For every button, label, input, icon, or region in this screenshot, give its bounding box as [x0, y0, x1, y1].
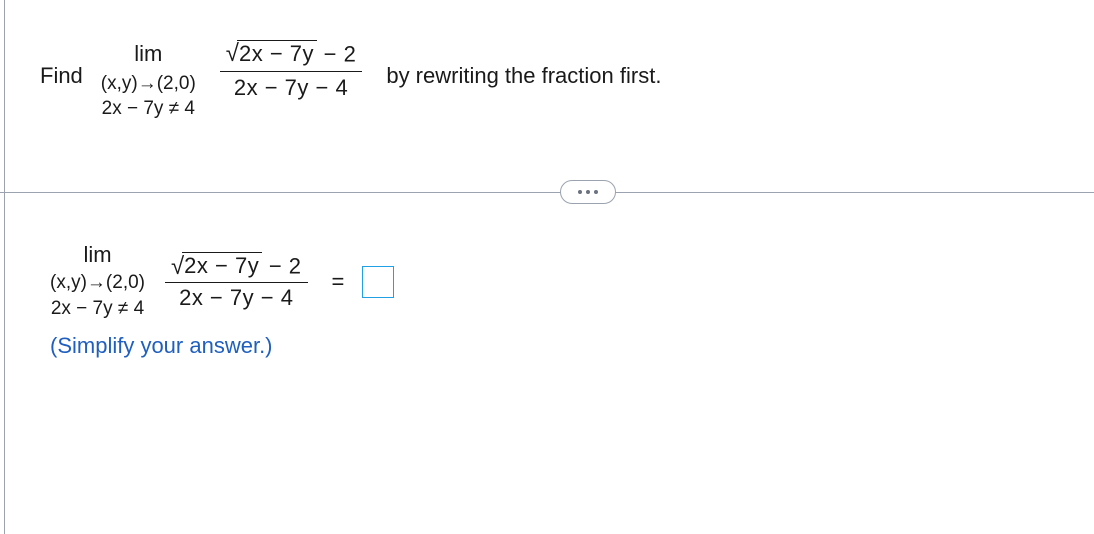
trail-text: by rewriting the fraction first. — [386, 40, 661, 91]
equals-sign: = — [332, 269, 345, 295]
numerator-2: √ 2x − 7y − 2 — [165, 252, 308, 282]
limit-block-answer: lim (x,y)→(2,0) 2x − 7y ≠ 4 — [50, 242, 145, 321]
problem-page: Find lim (x,y)→(2,0) 2x − 7y ≠ 4 √ 2x − … — [0, 0, 1094, 534]
lead-text: Find — [40, 40, 83, 91]
dot-icon — [578, 190, 582, 194]
limit-operator-2: lim — [83, 242, 111, 270]
fraction-answer: √ 2x − 7y − 2 2x − 7y − 4 — [165, 252, 308, 310]
divider-line — [0, 192, 1094, 193]
hint-text: (Simplify your answer.) — [50, 333, 1054, 359]
sqrt: √ 2x − 7y — [226, 40, 317, 66]
fraction: √ 2x − 7y − 2 2x − 7y − 4 — [220, 40, 363, 102]
dot-icon — [586, 190, 590, 194]
limit-approach: (x,y)→(2,0) — [101, 71, 196, 97]
denominator: 2x − 7y − 4 — [228, 72, 354, 103]
limit-approach-2: (x,y)→(2,0) — [50, 270, 145, 296]
limit-condition: 2x − 7y ≠ 4 — [102, 96, 195, 122]
numerator: √ 2x − 7y − 2 — [220, 40, 363, 72]
dot-icon — [594, 190, 598, 194]
left-border — [4, 0, 5, 534]
answer-row: lim (x,y)→(2,0) 2x − 7y ≠ 4 √ 2x − 7y − … — [50, 242, 1054, 321]
radicand-2: 2x − 7y — [182, 252, 262, 278]
expand-button[interactable] — [560, 180, 616, 204]
radicand: 2x − 7y — [237, 40, 317, 66]
answer-input[interactable] — [362, 266, 394, 298]
prompt-row: Find lim (x,y)→(2,0) 2x − 7y ≠ 4 √ 2x − … — [40, 40, 1054, 122]
sqrt-2: √ 2x − 7y — [171, 252, 262, 278]
divider — [40, 177, 1054, 207]
limit-condition-2: 2x − 7y ≠ 4 — [51, 296, 144, 322]
numerator-tail-2: − 2 — [262, 254, 301, 279]
denominator-2: 2x − 7y − 4 — [173, 283, 299, 311]
numerator-tail: − 2 — [317, 41, 356, 66]
limit-block: lim (x,y)→(2,0) 2x − 7y ≠ 4 — [101, 40, 196, 122]
limit-operator: lim — [134, 40, 162, 71]
